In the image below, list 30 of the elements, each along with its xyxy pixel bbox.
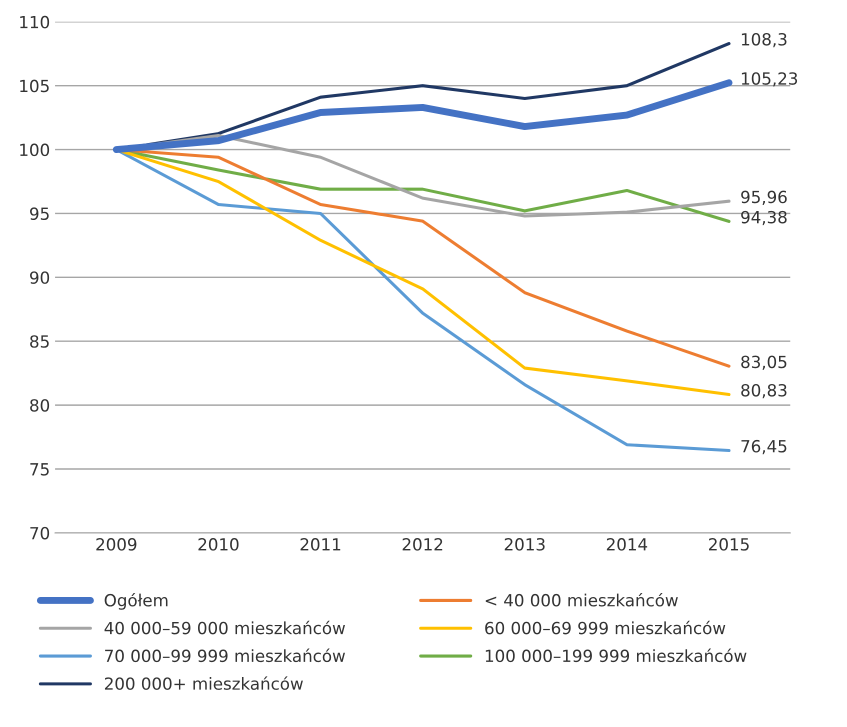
data-label: 105,23 [742, 72, 798, 87]
data-label: 108,3 [742, 32, 786, 48]
legend-label: < 40 000 mieszkańców [486, 592, 678, 607]
data-label: 76,45 [741, 440, 786, 454]
y-tick-label: 85 [30, 335, 49, 348]
legend-label: 200 000+ mieszkańców [104, 676, 303, 690]
y-tick-label: 75 [30, 463, 49, 476]
legend-label: Ogółem [104, 592, 168, 610]
data-label: 94,38 [741, 210, 787, 226]
y-tick-label: 110 [20, 16, 50, 28]
legend-label: 40 000–59 000 mieszkańców [104, 620, 345, 634]
x-tick-label: 2012 [402, 538, 442, 551]
x-tick-label: 2011 [300, 538, 340, 551]
x-tick-label: 2009 [96, 538, 136, 551]
y-tick-label: 70 [30, 526, 50, 540]
data-label: 95,96 [741, 190, 787, 205]
y-tick-label: 95 [30, 207, 49, 220]
x-tick-label: 2010 [198, 538, 239, 551]
x-tick-label: 2014 [606, 538, 648, 551]
x-tick-label: 2013 [504, 538, 545, 551]
y-tick-label: 100 [20, 144, 50, 156]
x-tick-label: 2015 [709, 538, 749, 551]
y-tick-label: 90 [30, 271, 50, 284]
y-tick-label: 80 [30, 399, 50, 412]
legend-label: 100 000–199 999 mieszkańców [486, 648, 746, 662]
data-label: 83,05 [741, 356, 786, 370]
data-label: 80,83 [741, 384, 786, 398]
legend-label: 60 000–69 999 mieszkańców [485, 620, 726, 634]
y-tick-label: 105 [20, 80, 49, 92]
legend-label: 70 000–99 999 mieszkańców [105, 648, 345, 662]
